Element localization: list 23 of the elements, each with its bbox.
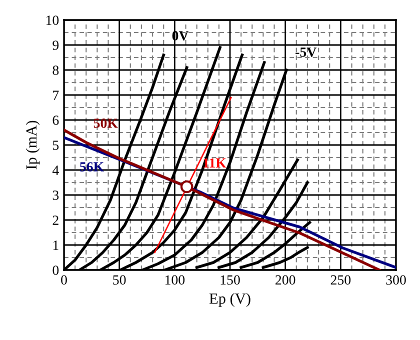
series-label: -5V: [296, 48, 317, 57]
y-tick-label: 8: [52, 66, 59, 75]
y-tick-label: 3: [52, 190, 59, 200]
y-tick-label: 10: [46, 16, 59, 25]
x-tick-label: 250: [330, 275, 351, 285]
x-tick-label: 0: [61, 275, 67, 285]
y-tick-label: 2: [52, 216, 58, 225]
x-tick-label: 300: [386, 275, 406, 285]
y-tick-label: 7: [53, 90, 59, 100]
x-tick-label: 150: [220, 275, 240, 285]
y-tick-label: 4: [52, 166, 59, 175]
x-axis-title: Ep (V): [209, 293, 250, 307]
y-axis-title: Ip (mA): [26, 120, 40, 170]
x-tick-label: 100: [165, 275, 185, 285]
y-tick-label: 6: [52, 116, 59, 125]
x-tick-label: 200: [276, 275, 296, 285]
x-tick-label: 50: [113, 275, 126, 285]
series-label: 56K: [80, 162, 104, 172]
y-tick-label: 1: [53, 240, 58, 250]
y-tick-label: 9: [52, 40, 59, 50]
y-tick-label: 5: [53, 140, 59, 150]
series-label: 50K: [94, 118, 118, 128]
y-tick-label: 0: [52, 266, 59, 275]
